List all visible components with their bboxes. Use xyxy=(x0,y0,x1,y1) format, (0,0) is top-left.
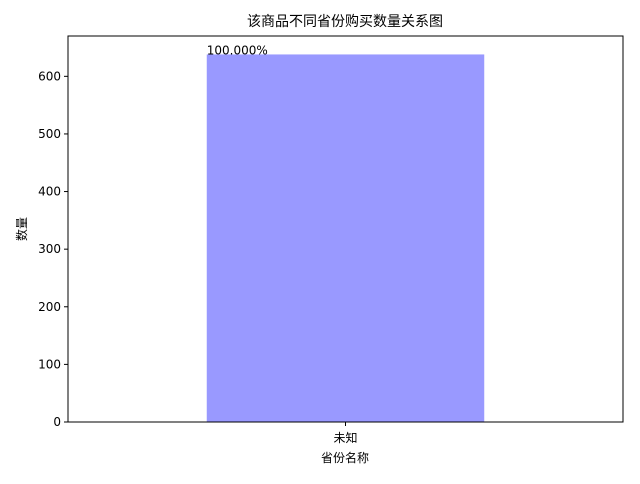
y-tick-label: 0 xyxy=(53,415,61,429)
y-axis-label: 数量 xyxy=(14,217,29,241)
y-tick-label: 200 xyxy=(38,300,61,314)
y-tick-label: 400 xyxy=(38,185,61,199)
chart-title: 该商品不同省份购买数量关系图 xyxy=(247,14,443,30)
bar xyxy=(206,54,485,422)
y-tick-label: 600 xyxy=(38,69,61,83)
x-axis-label: 省份名称 xyxy=(321,450,369,465)
y-axis: 0 100 200 300 400 500 600 xyxy=(38,69,68,429)
x-tick-label: 未知 xyxy=(333,431,357,445)
y-tick-label: 500 xyxy=(38,127,61,141)
y-tick-label: 300 xyxy=(38,242,61,256)
bar-value-label: 100.000% xyxy=(207,43,268,57)
x-axis: 未知 xyxy=(333,422,358,445)
bars-layer xyxy=(206,54,485,422)
y-tick-label: 100 xyxy=(38,357,61,371)
value-labels-layer: 100.000% xyxy=(207,43,268,57)
